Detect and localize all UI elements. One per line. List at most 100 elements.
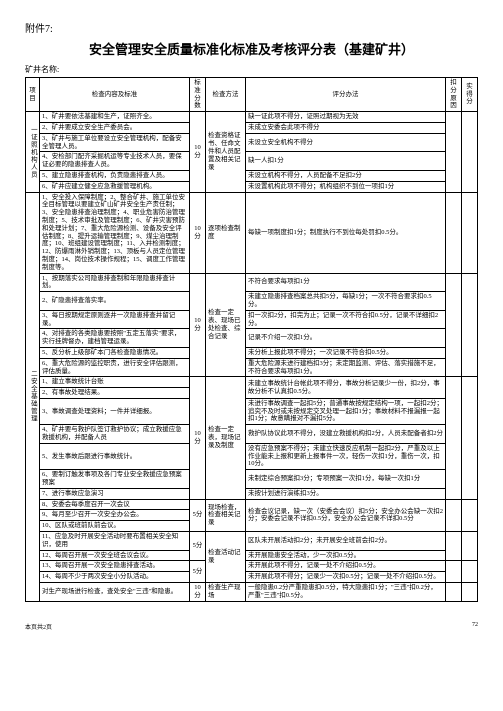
table-row: 11、应急及时开展安全活动时要布置相关安全知识，使用 5分 检查活动记录 区队未… xyxy=(26,532,478,551)
cell-content: 6、要制订触发事项及各门专业安全救援应急预案预案 xyxy=(40,470,190,489)
cell-content: 5、建立隐患排查机构，负责隐患排查人员。 xyxy=(40,170,190,181)
cell-eval: 不符合要求每项扣1分 xyxy=(246,273,446,292)
table-row: 12、每周召开展一次安全班会议会议。 未开展隐患安全活动，少一次扣0.5分。 xyxy=(26,550,478,561)
cell-eval: 缺一人扣1分 xyxy=(246,152,446,171)
cell-reason xyxy=(446,499,462,531)
cell-eval: 一般隐患0.2分严重隐患扣0.5分，特大隐患扣1分；"三违"扣0.2分，严重"三… xyxy=(246,583,446,602)
cell-eval: 未设立机构不得分，人员配备不足扣2分 xyxy=(246,170,446,181)
table-row: 1、建立事故统计台账 10分 检查一定表，现场记录及制度 未建立事故统计台帐此项… xyxy=(26,377,478,388)
attachment-label: 附件7: xyxy=(25,20,478,35)
table-row: 6、要制订触发事项及各门专业安全救援应急预案预案 未制定综合预案扣3分；专项预案… xyxy=(26,470,478,489)
table-row: 8、安委会每季度召开一次会议 5分 现场检查，检查相关记录 检查会议记录，缺一次… xyxy=(26,499,478,510)
cell-std: 10分 xyxy=(190,273,206,377)
table-row: 3、每日按期规定原则逐井一次隐患排查并留记录。 扣一次扣2分，扣完为止；记录一次… xyxy=(26,310,478,329)
table-row: 6、矿井应建立健全应急救援管理机构。 未设置机构此项不得分；机构组织不到位一项扣… xyxy=(26,181,478,192)
table-row: 5、发生事故后跟进行事故统计。 没有应急预案不得分；未建立快速反应机制一起扣2分… xyxy=(26,443,478,469)
cell-eval: 每缺一项制度扣1分；制度执行不到位每处罚扣0.5分。 xyxy=(246,192,446,273)
cell-method: 检查一定表，现场记录及制度 xyxy=(206,377,246,499)
cell-score xyxy=(462,561,478,583)
header-std: 标准分数 xyxy=(190,78,206,112)
cell-content: 11、应急及时开展安全活动时要布置相关安全知识，使用 xyxy=(40,532,190,551)
cell-content: 7、进行事故应急演习 xyxy=(40,488,190,499)
cell-reason xyxy=(446,532,462,561)
footer-right: 72 xyxy=(472,622,478,631)
cell-method: 检查资格证书、任命文件和人员配置及相关记录 xyxy=(206,112,246,192)
cell-score xyxy=(462,377,478,499)
table-row: 5、反分析上级部矿本门各检查隐患情况。 未分析上报此项不得分；一次记录不符合扣0… xyxy=(26,347,478,358)
footer-left: 本页共2页 xyxy=(25,622,52,631)
cell-std: 5分 xyxy=(190,561,206,583)
table-row: 4、对排查的各类隐患要按照"五定五落实"要求，实行挂牌督办，建档管理运录。 记录… xyxy=(26,329,478,348)
page-title: 安全管理安全质量标准化标准及考核评分表（基建矿井） xyxy=(25,39,478,58)
cell-eval: 区队未开展活动扣2分；未开展安全班前会扣2分。 xyxy=(246,532,446,551)
cell-reason xyxy=(446,192,462,273)
header-reason: 扣分原因 xyxy=(446,78,462,112)
cell-content: 1、按期落实公司隐患排查制和年限隐患排查计划。 xyxy=(40,273,190,292)
cell-content: 3、矿井与施工单位要设立安全管理机构，配备安全管理人员。 xyxy=(40,133,190,152)
cell-content: 5、发生事故后跟进行事故统计。 xyxy=(40,443,190,469)
cell-eval: 未建立事故统计台帐此项不得分，事故分析记录少一份，扣2分，事故分析不认真扣0.5… xyxy=(246,377,446,399)
cell-content: 4、安检部门配齐采掘机运等专业技术人员，要保证必要的隐患排查人员。 xyxy=(40,152,190,171)
cell-content: 6、矿井应建立健全应急救援管理机构。 xyxy=(40,181,190,192)
cell-eval: 救护队协议此项不得分，没建立救援机构扣2分，人员未配备者扣2分 xyxy=(246,425,446,444)
header-project: 项目 xyxy=(26,78,40,112)
section1-label: 一证照机构人员 xyxy=(26,112,40,192)
cell-content: 1、矿井要依法基建和生产，证照齐全。 xyxy=(40,112,190,123)
mine-name-label: 矿井名称: xyxy=(25,64,478,75)
table-row: 二安全基础管理 1、安全投入保障制度；2、整合矿井、施工单位安全目标管理以要建立… xyxy=(26,192,478,273)
cell-std: 10分 xyxy=(190,112,206,192)
cell-eval: 重大危险源未进行建档扣3分；未定期监测、评估、落实措施不足，不符合要求每项扣1分… xyxy=(246,358,446,377)
table-row: 一证照机构人员 1、矿井要依法基建和生产，证照齐全。 10分 检查资格证书、任命… xyxy=(26,112,478,123)
cell-eval: 记录不介绍一次扣1分。 xyxy=(246,329,446,348)
header-method: 检查方法 xyxy=(206,78,246,112)
cell-eval: 没有应急预案不得分；未建立快速反应机制一起扣2分，严重及以上作业能未上报和更新上… xyxy=(246,443,446,469)
cell-content: 6、重大危险源的监控职责，进行安全评估跟测，评估质量。 xyxy=(40,358,190,377)
cell-std: 5分 xyxy=(190,532,206,561)
cell-std: 5分 xyxy=(190,499,206,531)
header-eval: 评分办法 xyxy=(246,78,446,112)
header-actual: 实得分 xyxy=(462,78,478,112)
header-content: 检查内容及标准 xyxy=(40,78,190,112)
cell-content: 5、反分析上级部矿本门各检查隐患情况。 xyxy=(40,347,190,358)
table-row: 5、建立隐患排查机构，负责隐患排查人员。 未设立机构不得分，人员配备不足扣2分 xyxy=(26,170,478,181)
cell-content: 12、每周召开展一次安全班会议会议。 xyxy=(40,550,190,561)
cell-eval: 未设置机构此项不得分；机构组织不到位一项扣1分 xyxy=(246,181,446,192)
table-row: 7、进行事故应急演习 未按计划进行演练扣3分。 xyxy=(26,488,478,499)
cell-reason xyxy=(446,583,462,602)
cell-eval: 未制定综合预案扣3分；专项预案一次扣1分，每缺一次扣1分 xyxy=(246,470,446,489)
cell-content: 2、矿井要成立安全生产委员会。 xyxy=(40,122,190,133)
cell-content: 3、事故调查处理资料；一件并详细报。 xyxy=(40,398,190,424)
cell-content: 9、每月至少召开一次安全办公会。 xyxy=(40,510,190,521)
cell-reason xyxy=(446,112,462,192)
cell-content: 对生产现场进行检查，查处安全"三违"和隐患。 xyxy=(40,583,190,602)
table-row: 6、重大危险源的监控职责，进行安全评估跟测，评估质量。 重大危险源未进行建档扣3… xyxy=(26,358,478,377)
cell-content: 14、每周不少于两次安全小分队活动。 xyxy=(40,572,190,583)
cell-eval: 未按计划进行演练扣3分。 xyxy=(246,488,446,499)
main-table: 项目 检查内容及标准 标准分数 检查方法 评分办法 扣分原因 实得分 一证照机构… xyxy=(25,77,478,602)
table-row: 2、矿井要成立安全生产委员会。 未成立安委会此项不得分 xyxy=(26,122,478,133)
cell-method: 检查一定表、现场已处检查、综合记录 xyxy=(206,273,246,377)
cell-eval: 未开展此项不得分，记录一处不介绍扣0.5分。 xyxy=(246,561,446,572)
cell-eval: 未设立安全机构不得分 xyxy=(246,133,446,152)
table-row: 1、按期落实公司隐患排查制和年限隐患排查计划。 10分 检查一定表、现场已处检查… xyxy=(26,273,478,292)
cell-score xyxy=(462,532,478,561)
cell-reason xyxy=(446,377,462,499)
table-row: 对生产现场进行检查，查处安全"三违"和隐患。 10分 检查生产现场 一般隐患0.… xyxy=(26,583,478,602)
table-row: 13、每周召开展一次安全隐患排查活动。 5分 未开展此项不得分，记录一处不介绍扣… xyxy=(26,561,478,572)
cell-score xyxy=(462,192,478,273)
cell-score xyxy=(462,583,478,602)
table-row: 3、矿井与施工单位要设立安全管理机构，配备安全管理人员。 未设立安全机构不得分 xyxy=(26,133,478,152)
cell-method: 现场检查，检查相关记录 xyxy=(206,499,246,531)
cell-method: 逐项检查制度 xyxy=(206,192,246,273)
cell-eval: 缺一证此项不得分，证照过期视为无效 xyxy=(246,112,446,123)
cell-std: 10分 xyxy=(190,377,206,499)
cell-reason xyxy=(446,273,462,377)
cell-method: 检查活动记录 xyxy=(206,532,246,583)
cell-content: 2、有事故处理结果。 xyxy=(40,388,190,399)
table-row: 2、矿隐患排查落实率。 未建立隐患排查档案总共扣5分，每缺1分；一次不符合要求扣… xyxy=(26,292,478,311)
cell-content: 1、安全投入保障制度；2、整合矿井、施工单位安全目标管理以要建立矿山矿井安全生产… xyxy=(40,192,190,273)
table-row: 4、安检部门配齐采掘机运等专业技术人员，要保证必要的隐患排查人员。 缺一人扣1分 xyxy=(26,152,478,171)
section2-label: 二安全基础管理 xyxy=(26,192,40,601)
cell-eval: 未开展隐患安全活动，少一次扣0.5分。 xyxy=(246,550,446,561)
cell-std: 10分 xyxy=(190,583,206,602)
